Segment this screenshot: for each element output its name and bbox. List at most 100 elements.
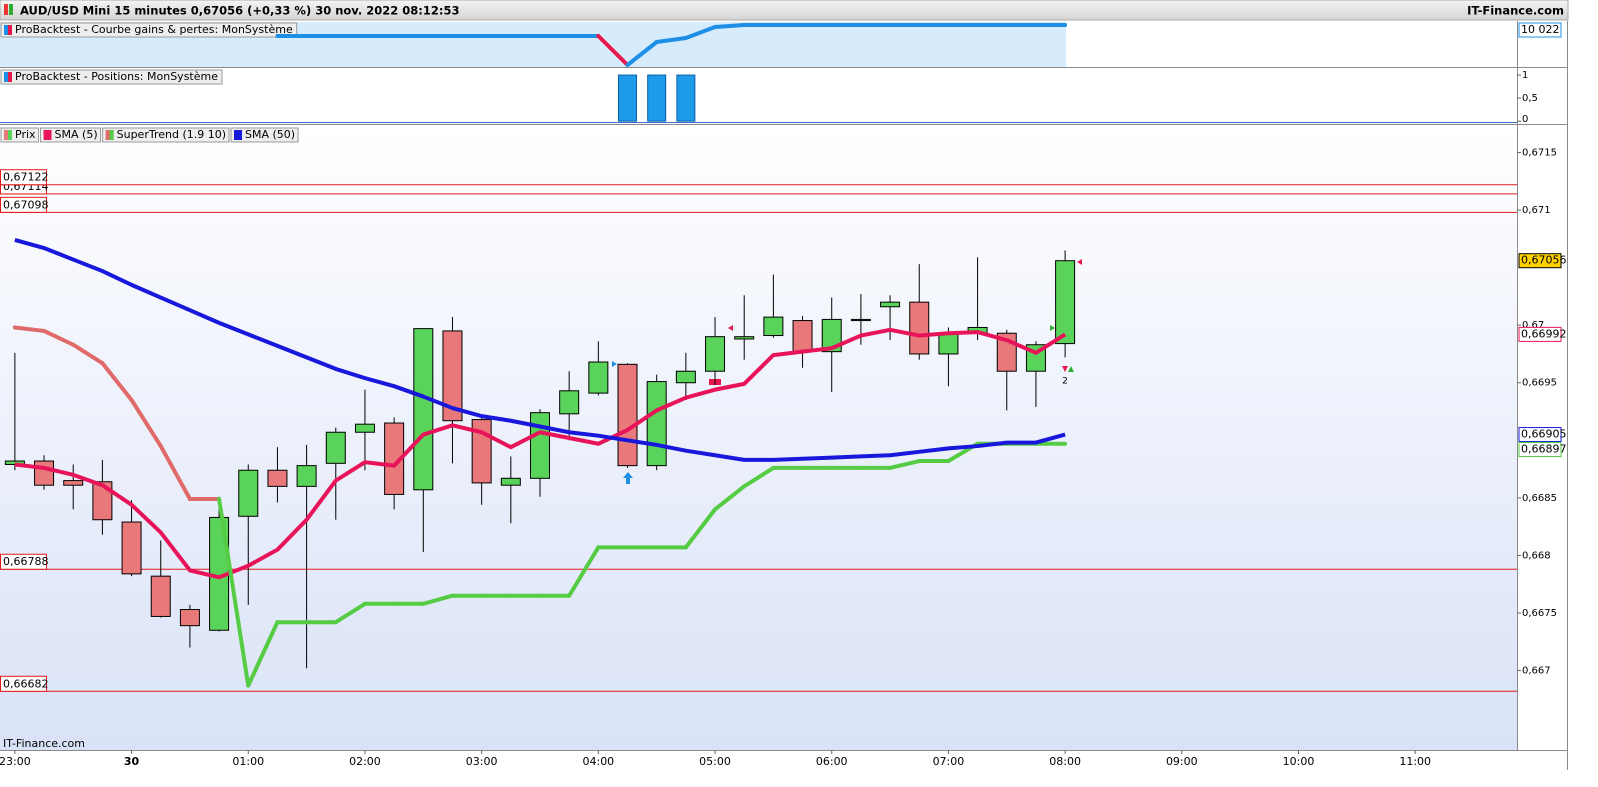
candle-body	[384, 422, 405, 495]
candle-body	[588, 361, 609, 394]
y-tick-label: 0,6685	[1522, 493, 1557, 504]
candle-body	[734, 336, 755, 340]
candle-body	[500, 477, 521, 486]
main-panel-bg	[0, 126, 1517, 750]
supertrend-segment	[421, 593, 455, 606]
y-tick-label: 0,668	[1522, 550, 1551, 561]
level-tag	[0, 553, 47, 570]
header-bar	[0, 0, 1569, 21]
signal-arrow	[1062, 366, 1068, 372]
candle-body	[821, 318, 842, 353]
level-tag	[0, 196, 47, 213]
equity-segment	[596, 34, 630, 67]
candle-body	[267, 469, 288, 487]
candle-body	[675, 370, 696, 384]
supertrend-segment	[71, 342, 105, 366]
equity-segment	[683, 25, 718, 40]
legend-box	[230, 127, 299, 143]
legend-box	[40, 127, 102, 143]
legend-icon	[8, 25, 12, 35]
supertrend-segment	[333, 601, 367, 625]
candle-body	[442, 330, 463, 422]
y-tick-label: 0,5	[1522, 93, 1538, 104]
candle-body	[34, 460, 55, 486]
supertrend-segment	[742, 465, 776, 489]
legend-label: SMA (50)	[245, 128, 295, 141]
y-tick-label: 0,667	[1522, 666, 1551, 677]
signal-triangle	[728, 325, 733, 331]
supertrend-segment	[888, 459, 922, 470]
candle-body	[150, 575, 171, 617]
x-tick-label: 10:00	[1283, 755, 1315, 768]
indicator-line	[14, 327, 1067, 580]
candle-body	[880, 301, 901, 308]
candle-body	[413, 328, 434, 491]
supertrend-segment	[217, 497, 251, 688]
brand: IT-Finance.com	[1467, 4, 1564, 18]
supertrend-segment	[713, 484, 747, 512]
supertrend-segment	[12, 325, 47, 333]
legend-icon	[8, 130, 12, 140]
candle-body	[529, 412, 550, 479]
equity-segment	[713, 23, 747, 29]
equity-segment	[625, 40, 659, 67]
legend-icon	[109, 130, 114, 140]
candle-body	[325, 431, 346, 464]
legend-label: Prix	[15, 128, 36, 141]
candle-body	[354, 423, 375, 433]
supertrend-segment	[42, 328, 76, 347]
x-tick-label: 04:00	[582, 755, 614, 768]
y-tick-label: 0	[1522, 114, 1528, 125]
price-tag-label: 0,66897	[1521, 443, 1567, 456]
legend-icon	[4, 72, 8, 82]
y-tick-label: 0,671	[1522, 205, 1551, 216]
x-tick-label: 01:00	[232, 755, 264, 768]
level-label: 0,67098	[3, 198, 49, 211]
x-tick-label: 03:00	[466, 755, 498, 768]
price-tag	[1518, 22, 1562, 38]
header-title: AUD/USD Mini 15 minutes 0,67056 (+0,33 %…	[20, 4, 459, 18]
candle-body	[179, 609, 200, 627]
candle-body	[938, 332, 959, 355]
price-tag	[1518, 427, 1562, 443]
supertrend-segment	[683, 507, 718, 550]
legend-box	[0, 22, 298, 38]
supertrend-segment	[129, 398, 163, 449]
x-tick-label: 07:00	[933, 755, 965, 768]
legend-icon	[4, 130, 8, 140]
level-tag	[0, 169, 47, 186]
y-tick-label: 1	[1522, 70, 1528, 81]
panel-title: ProBacktest - Courbe gains & pertes: Mon…	[15, 23, 293, 36]
y-tick-label: 0,6675	[1522, 608, 1557, 619]
price-tag	[1518, 442, 1562, 458]
signal-triangle	[1050, 325, 1055, 331]
legend-icon	[8, 72, 12, 82]
y-tick-label: 0,6695	[1522, 378, 1557, 389]
price-tag-label: 10 022	[1521, 23, 1560, 36]
candle-body	[63, 480, 84, 486]
x-tick-label: 09:00	[1166, 755, 1198, 768]
legend-icon	[43, 130, 52, 140]
candle-body	[238, 469, 259, 517]
x-tick-label: 05:00	[699, 755, 731, 768]
y-tick-label: 0,67	[1522, 320, 1544, 331]
x-tick-label: 06:00	[816, 755, 848, 768]
x-tick-label: 30	[124, 755, 140, 768]
candle-body	[121, 521, 142, 575]
legend-label: SMA (5)	[55, 128, 98, 141]
indicator-line	[14, 238, 1066, 462]
signal-triangle	[612, 361, 617, 367]
price-tag-label: 0,67056	[1521, 254, 1567, 267]
candle-body	[559, 390, 580, 415]
header-icon	[9, 4, 13, 15]
supertrend-segment	[246, 620, 280, 688]
buy-arrow	[623, 472, 633, 484]
level-tag	[0, 675, 47, 692]
legend-box	[0, 69, 223, 85]
legend-icon	[4, 25, 8, 35]
candle-body	[792, 320, 813, 353]
level-label: 0,66682	[3, 677, 49, 690]
legend-label: SuperTrend (1.9 10)	[117, 128, 226, 141]
candle-body	[646, 381, 667, 467]
